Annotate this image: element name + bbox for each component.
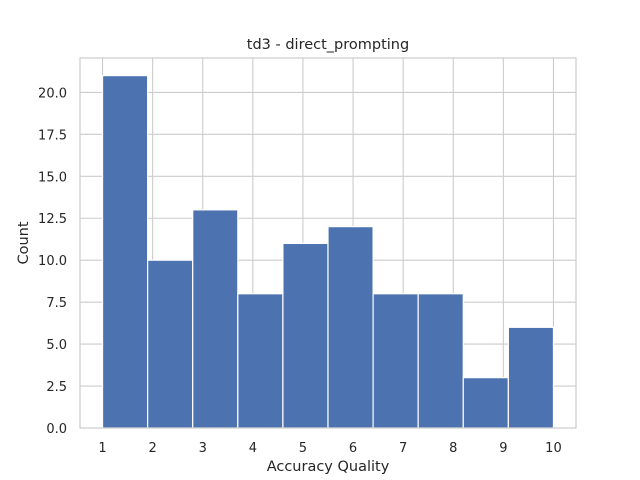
- y-tick-label-7: 17.5: [38, 128, 67, 143]
- bar-10: [507, 326, 555, 429]
- y-tick-label-2: 5.0: [46, 338, 67, 353]
- chart-title: td3 - direct_prompting: [247, 37, 409, 53]
- x-axis-label: Accuracy Quality: [267, 459, 390, 475]
- x-tick-label-9: 10: [545, 441, 562, 456]
- y-tick-label-5: 12.5: [38, 212, 67, 227]
- y-tick-label-0: 0.0: [46, 422, 67, 437]
- y-tick-labels: 0.0 2.5 5.0 7.5 10.0 12.5 15.0 17.5 20.0: [38, 86, 67, 437]
- y-tick-label-6: 15.0: [38, 170, 67, 185]
- x-tick-labels: 1 2 3 4 5 6 7 8 9 10: [98, 441, 561, 456]
- bars: [101, 75, 555, 429]
- x-tick-label-2: 3: [199, 441, 207, 456]
- x-tick-label-6: 7: [399, 441, 407, 456]
- y-axis-label: Count: [16, 221, 32, 264]
- x-tick-label-7: 8: [449, 441, 457, 456]
- bar-1: [101, 75, 149, 429]
- bar-3: [192, 209, 239, 429]
- bar-2: [147, 259, 194, 429]
- y-tick-label-3: 7.5: [46, 296, 67, 311]
- bar-8: [417, 293, 464, 429]
- x-tick-label-0: 1: [98, 441, 106, 456]
- x-tick-label-3: 4: [249, 441, 257, 456]
- bar-5: [282, 242, 329, 429]
- x-tick-label-5: 6: [349, 441, 357, 456]
- x-tick-label-8: 9: [499, 441, 507, 456]
- x-tick-label-4: 5: [299, 441, 307, 456]
- plot-frame: [79, 57, 577, 429]
- y-tick-label-1: 2.5: [46, 380, 67, 395]
- bar-4: [237, 293, 284, 429]
- y-tick-label-8: 20.0: [38, 86, 67, 101]
- x-tick-label-1: 2: [149, 441, 157, 456]
- bar-6: [327, 226, 374, 429]
- bar-7: [372, 293, 419, 429]
- y-tick-label-4: 10.0: [38, 254, 67, 269]
- bar-9: [462, 377, 509, 429]
